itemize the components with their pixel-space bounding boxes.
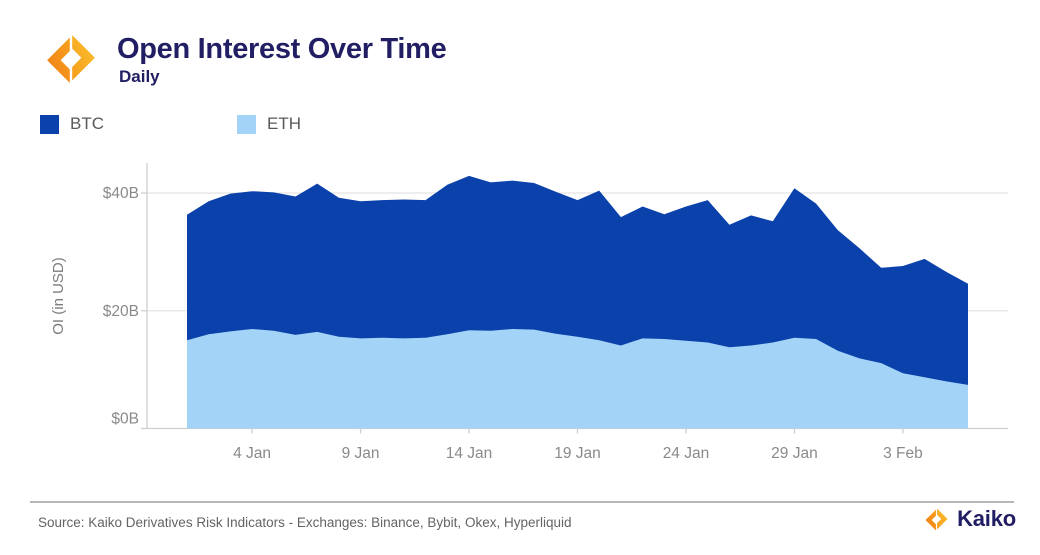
footer-divider <box>30 501 1014 503</box>
btc-swatch <box>40 114 59 134</box>
legend-item-eth: ETH <box>237 114 301 134</box>
brand-name: Kaiko <box>957 506 1016 531</box>
x-tick-label: 19 Jan <box>554 445 601 462</box>
legend-label-eth: ETH <box>267 114 301 133</box>
legend-label-btc: BTC <box>70 114 104 133</box>
brand-lockup: Kaiko <box>924 506 1016 532</box>
kaiko-logo-icon <box>47 35 95 83</box>
x-tick-label: 9 Jan <box>342 445 380 462</box>
page-title: Open Interest Over Time <box>117 33 447 65</box>
page-subtitle: Daily <box>119 67 160 86</box>
kaiko-logo-icon <box>925 507 948 531</box>
x-tick-label: 3 Feb <box>883 445 923 462</box>
legend-item-btc: BTC <box>40 114 104 134</box>
oi-area-chart: $0B $20B $40B 4 Jan 9 Jan 14 Jan 19 Jan 24 Jan 2… <box>50 163 1008 462</box>
source-attribution: Source: Kaiko Derivatives Risk Indicator… <box>38 515 572 530</box>
x-tick-label: 24 Jan <box>663 445 710 462</box>
eth-area-series <box>187 329 968 429</box>
eth-swatch <box>237 114 256 134</box>
y-tick-label: $40B <box>103 185 139 202</box>
x-tick-label: 29 Jan <box>771 445 818 462</box>
x-tick-label: 14 Jan <box>446 445 493 462</box>
y-axis-title: OI (in USD) <box>50 257 67 335</box>
y-tick-label: $20B <box>103 303 139 320</box>
x-tick-label: 4 Jan <box>233 445 271 462</box>
y-tick-label: $0B <box>111 411 139 428</box>
